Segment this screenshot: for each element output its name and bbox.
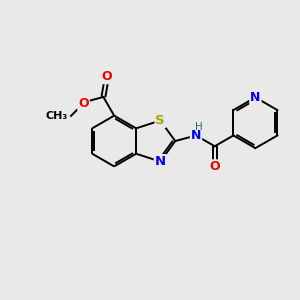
Text: H: H: [195, 122, 202, 132]
Text: O: O: [78, 97, 89, 110]
Text: N: N: [250, 91, 261, 104]
Text: O: O: [209, 160, 220, 173]
Text: O: O: [101, 70, 112, 83]
Text: N: N: [155, 155, 166, 168]
Text: N: N: [191, 129, 201, 142]
Text: S: S: [155, 114, 165, 127]
Text: CH₃: CH₃: [45, 111, 68, 121]
